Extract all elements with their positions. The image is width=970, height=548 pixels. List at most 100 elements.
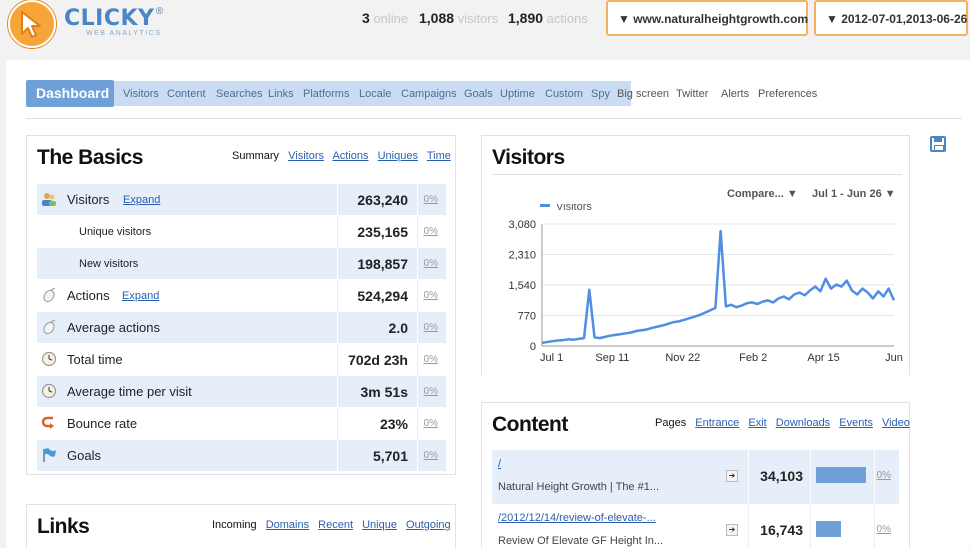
row-percent[interactable]: 0% — [423, 226, 438, 237]
content-tab-downloads[interactable]: Downloads — [775, 417, 831, 429]
content-tab-events[interactable]: Events — [839, 417, 873, 429]
y-tick-label: 0 — [530, 341, 536, 353]
links-tab-domains[interactable]: Domains — [265, 519, 310, 531]
chart-range-dropdown[interactable]: Jul 1 - Jun 26 ▼ — [812, 188, 896, 200]
clicky-logo[interactable] — [8, 0, 56, 48]
links-box: Links Incoming Domains Recent Unique Out… — [26, 504, 456, 548]
list-item[interactable]: / Natural Height Growth | The #1... ➜ 34… — [492, 450, 899, 504]
open-page-icon[interactable]: ➜ — [726, 524, 738, 536]
tab-visitors[interactable]: Visitors — [123, 88, 159, 100]
links-tab-unique[interactable]: Unique — [362, 519, 397, 531]
tab-dashboard[interactable]: Dashboard — [26, 80, 114, 107]
table-row[interactable]: Actions Expand 524,294 0% — [37, 280, 446, 311]
row-percent[interactable]: 0% — [423, 258, 438, 269]
clock-icon — [41, 383, 57, 399]
basics-tab-summary[interactable]: Summary — [232, 150, 280, 162]
site-selector[interactable]: ▼ www.naturalheightgrowth.com — [606, 0, 808, 36]
table-row[interactable]: Total time 702d 23h 0% — [37, 344, 446, 375]
x-tick-label: Apr 15 — [807, 352, 839, 364]
visitors-expand-link[interactable]: Expand — [123, 194, 161, 206]
tab-campaigns[interactable]: Campaigns — [401, 88, 457, 100]
table-row[interactable]: New visitors 198,857 0% — [37, 248, 446, 279]
table-row[interactable]: Goals 5,701 0% — [37, 440, 446, 471]
row-label: Actions — [67, 288, 110, 303]
basics-title: The Basics — [37, 146, 143, 169]
row-value: 198,857 — [357, 256, 408, 272]
row-value: 23% — [379, 416, 408, 432]
x-tick-label: Feb 2 — [739, 352, 767, 364]
table-row[interactable]: Visitors Expand 263,240 0% — [37, 184, 446, 215]
content-tab-pages[interactable]: Pages — [655, 417, 687, 429]
page-path-link[interactable]: / — [498, 458, 502, 470]
brand-subtitle: WEB ANALYTICS — [86, 30, 162, 37]
x-tick-label: Jul 1 — [540, 352, 563, 364]
online-stat[interactable]: 3 online — [362, 10, 409, 26]
list-item[interactable]: /2012/12/14/review-of-elevate-... Review… — [492, 504, 899, 548]
basics-tab-time[interactable]: Time — [426, 150, 451, 162]
visitors-line-chart[interactable]: 0 770 1,540 2,310 3,080 Jul 1 Sep 11 Nov 22 Feb … — [482, 204, 911, 374]
row-percent[interactable]: 0% — [423, 322, 438, 333]
page-title-text: Natural Height Growth | The #1... — [498, 481, 660, 493]
table-row[interactable]: Average actions 2.0 0% — [37, 312, 446, 343]
table-row[interactable]: Average time per visit 3m 51s 0% — [37, 376, 446, 407]
page-path-link[interactable]: /2012/12/14/review-of-elevate-... — [498, 512, 656, 524]
actions-expand-link[interactable]: Expand — [122, 290, 160, 302]
tab-searches[interactable]: Searches — [216, 88, 263, 100]
row-label: Goals — [67, 448, 101, 463]
date-range-selector[interactable]: ▼ 2012-07-01,2013-06-26 — [814, 0, 968, 36]
x-tick-label: Jun — [885, 352, 903, 364]
tab-platforms[interactable]: Platforms — [303, 88, 350, 100]
links-tab-recent[interactable]: Recent — [318, 519, 354, 531]
legend-swatch — [540, 204, 550, 207]
row-percent[interactable]: 0% — [423, 418, 438, 429]
basics-tab-actions[interactable]: Actions — [332, 150, 369, 162]
page-percent[interactable]: 0% — [876, 470, 891, 481]
cursor-icon — [21, 11, 41, 38]
tab-alerts[interactable]: Alerts — [721, 88, 750, 100]
tab-preferences[interactable]: Preferences — [758, 88, 818, 100]
row-percent[interactable]: 0% — [423, 354, 438, 365]
top-bar: CLICKY® WEB ANALYTICS 3 online 1,088 vis… — [0, 0, 970, 50]
tab-big-screen[interactable]: Big screen — [617, 88, 669, 100]
tab-uptime[interactable]: Uptime — [500, 88, 535, 100]
row-percent[interactable]: 0% — [423, 450, 438, 461]
row-percent[interactable]: 0% — [423, 194, 438, 205]
open-page-icon[interactable]: ➜ — [726, 470, 738, 482]
row-percent[interactable]: 0% — [423, 290, 438, 301]
save-icon[interactable] — [930, 136, 946, 152]
content-tab-entrance[interactable]: Entrance — [695, 417, 740, 429]
actions-stat[interactable]: 1,890 actions — [508, 10, 588, 26]
content-tabs: Pages Entrance Exit Downloads Events Vid… — [655, 417, 916, 429]
y-tick-label: 2,310 — [508, 250, 536, 262]
table-row[interactable]: Bounce rate 23% 0% — [37, 408, 446, 439]
basics-tab-uniques[interactable]: Uniques — [377, 150, 418, 162]
visitors-chart-title: Visitors — [492, 146, 565, 169]
tab-custom[interactable]: Custom — [545, 88, 583, 100]
tab-twitter[interactable]: Twitter — [676, 88, 709, 100]
basics-tab-visitors[interactable]: Visitors — [288, 150, 324, 162]
main-panel: Dashboard Visitors Content Searches Link… — [6, 60, 970, 548]
page-title-text: Review Of Elevate GF Height In... — [498, 535, 664, 547]
links-tabs: Incoming Domains Recent Unique Outgoing — [212, 519, 457, 531]
row-value: 235,165 — [357, 224, 408, 240]
y-tick-label: 770 — [518, 311, 536, 323]
page-percent[interactable]: 0% — [876, 524, 891, 535]
tab-goals[interactable]: Goals — [464, 88, 493, 100]
table-row[interactable]: Unique visitors 235,165 0% — [37, 216, 446, 247]
tab-content[interactable]: Content — [167, 88, 206, 100]
main-nav: Dashboard Visitors Content Searches Link… — [26, 80, 817, 107]
row-percent[interactable]: 0% — [423, 386, 438, 397]
links-tab-incoming[interactable]: Incoming — [212, 519, 257, 531]
compare-dropdown[interactable]: Compare... ▼ — [727, 188, 798, 200]
tab-spy[interactable]: Spy — [591, 88, 610, 100]
visitors-chart-box: Visitors Compare... ▼ Jul 1 - Jun 26 ▼ 0… — [481, 135, 910, 375]
links-tab-outgoing[interactable]: Outgoing — [406, 519, 451, 531]
tab-locale[interactable]: Locale — [359, 88, 392, 100]
content-tab-exit[interactable]: Exit — [748, 417, 767, 429]
row-label: Visitors — [67, 192, 110, 207]
visitors-stat[interactable]: 1,088 visitors — [419, 10, 499, 26]
tab-links[interactable]: Links — [268, 88, 294, 100]
brand-name: CLICKY® — [64, 6, 165, 31]
flag-icon — [43, 448, 56, 462]
content-tab-video[interactable]: Video — [881, 417, 910, 429]
